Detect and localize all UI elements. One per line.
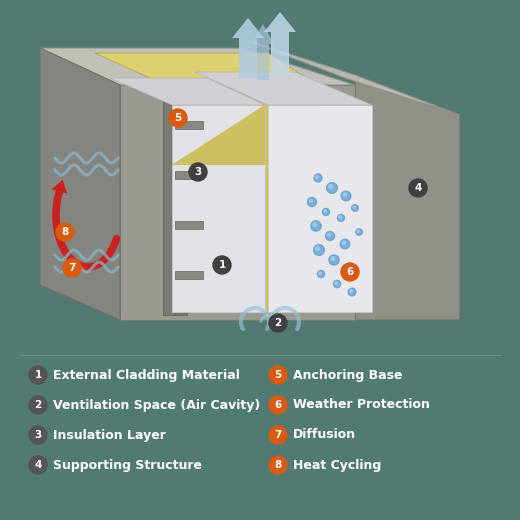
Polygon shape — [232, 18, 264, 78]
Text: 1: 1 — [218, 260, 226, 270]
Polygon shape — [264, 12, 296, 75]
Polygon shape — [172, 105, 265, 165]
Polygon shape — [172, 165, 265, 312]
Circle shape — [326, 231, 334, 241]
Polygon shape — [252, 24, 274, 80]
Circle shape — [269, 456, 287, 474]
Circle shape — [341, 191, 351, 201]
Circle shape — [339, 216, 341, 218]
Circle shape — [311, 221, 321, 231]
Polygon shape — [40, 48, 355, 85]
Text: 5: 5 — [174, 113, 181, 123]
Text: 8: 8 — [275, 460, 282, 470]
Circle shape — [342, 241, 345, 244]
Text: Insulation Layer: Insulation Layer — [53, 428, 166, 441]
Polygon shape — [120, 85, 355, 320]
Text: Ventilation Space (Air Cavity): Ventilation Space (Air Cavity) — [53, 398, 260, 411]
Circle shape — [349, 290, 353, 292]
Circle shape — [341, 263, 359, 281]
Circle shape — [213, 256, 231, 274]
Circle shape — [329, 185, 332, 189]
Circle shape — [335, 282, 337, 284]
Circle shape — [343, 193, 346, 197]
Circle shape — [63, 259, 81, 277]
Circle shape — [29, 456, 47, 474]
Text: 3: 3 — [34, 430, 42, 440]
Circle shape — [29, 396, 47, 414]
Circle shape — [309, 199, 313, 202]
Text: 7: 7 — [68, 263, 76, 273]
Text: 6: 6 — [275, 400, 282, 410]
Circle shape — [56, 223, 74, 241]
FancyBboxPatch shape — [175, 121, 203, 129]
FancyBboxPatch shape — [175, 171, 203, 179]
Polygon shape — [195, 72, 372, 105]
Circle shape — [348, 288, 356, 296]
Circle shape — [345, 263, 353, 271]
Text: 2: 2 — [34, 400, 42, 410]
Circle shape — [319, 272, 321, 275]
Polygon shape — [40, 48, 120, 320]
Text: Supporting Structure: Supporting Structure — [53, 459, 202, 472]
Polygon shape — [52, 180, 67, 193]
Circle shape — [317, 270, 324, 278]
Circle shape — [409, 179, 427, 197]
Text: External Cladding Material: External Cladding Material — [53, 369, 240, 382]
Text: 4: 4 — [414, 183, 422, 193]
Text: 7: 7 — [275, 430, 282, 440]
Circle shape — [313, 223, 317, 227]
Text: 4: 4 — [34, 460, 42, 470]
Circle shape — [29, 366, 47, 384]
Circle shape — [314, 244, 324, 255]
Text: 3: 3 — [194, 167, 202, 177]
FancyBboxPatch shape — [175, 271, 203, 279]
Text: 6: 6 — [346, 267, 354, 277]
Polygon shape — [172, 105, 265, 312]
Polygon shape — [172, 88, 322, 312]
Circle shape — [333, 280, 341, 288]
Circle shape — [352, 205, 358, 211]
Text: Diffusion: Diffusion — [293, 428, 356, 441]
Text: 8: 8 — [61, 227, 69, 237]
Circle shape — [327, 233, 330, 237]
Polygon shape — [95, 53, 322, 88]
Circle shape — [353, 206, 355, 209]
Circle shape — [337, 214, 345, 222]
Circle shape — [340, 239, 350, 249]
Text: Heat Cycling: Heat Cycling — [293, 459, 381, 472]
Circle shape — [189, 163, 207, 181]
Polygon shape — [172, 105, 265, 165]
Circle shape — [269, 426, 287, 444]
Text: 5: 5 — [275, 370, 282, 380]
Polygon shape — [268, 105, 372, 312]
Text: 2: 2 — [275, 318, 282, 328]
FancyBboxPatch shape — [175, 221, 203, 229]
Polygon shape — [110, 78, 265, 105]
Circle shape — [331, 257, 334, 261]
Circle shape — [29, 426, 47, 444]
Text: Weather Protection: Weather Protection — [293, 398, 430, 411]
Polygon shape — [240, 38, 460, 115]
Circle shape — [357, 230, 359, 232]
Circle shape — [324, 210, 327, 212]
Circle shape — [327, 183, 337, 193]
Circle shape — [316, 176, 318, 178]
Polygon shape — [355, 75, 460, 320]
Circle shape — [347, 265, 349, 267]
Text: Anchoring Base: Anchoring Base — [293, 369, 402, 382]
Circle shape — [269, 396, 287, 414]
Circle shape — [169, 109, 187, 127]
Circle shape — [356, 229, 362, 235]
Circle shape — [314, 174, 322, 182]
Polygon shape — [175, 85, 187, 315]
Circle shape — [269, 366, 287, 384]
Circle shape — [316, 247, 320, 251]
Circle shape — [269, 314, 287, 332]
Text: 1: 1 — [34, 370, 42, 380]
Circle shape — [329, 255, 339, 265]
Circle shape — [322, 209, 330, 216]
Polygon shape — [163, 85, 175, 315]
Circle shape — [307, 198, 317, 206]
